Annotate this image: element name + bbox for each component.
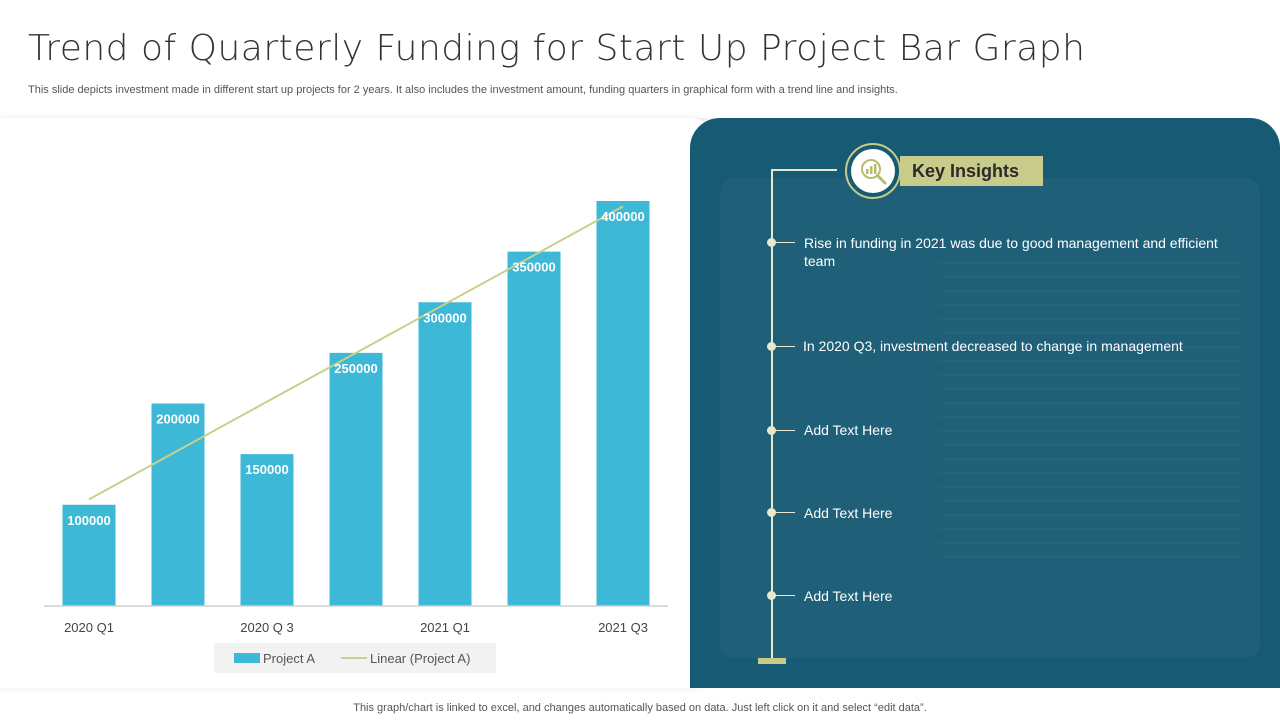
x-tick-label: 2021 Q1 [420, 620, 470, 635]
x-tick-label: 2021 Q3 [598, 620, 648, 635]
legend-swatch-bar [234, 653, 260, 663]
data-label: 100000 [67, 513, 110, 528]
data-label: 150000 [245, 462, 288, 477]
insight-dot [767, 591, 776, 600]
x-tick-label: 2020 Q 3 [240, 620, 294, 635]
bar-7 [596, 201, 650, 606]
timeline-base [758, 658, 786, 664]
bar-5 [418, 302, 472, 606]
legend-label-project-a: Project A [263, 651, 315, 666]
data-label: 400000 [601, 209, 644, 224]
insight-dot [767, 426, 776, 435]
page-subtitle: This slide depicts investment made in di… [28, 84, 898, 96]
page-title: Trend of Quarterly Funding for Start Up … [28, 28, 1086, 69]
insight-dot [767, 508, 776, 517]
data-label: 200000 [156, 412, 199, 427]
insight-tick [775, 242, 795, 243]
insight-item-1: Rise in funding in 2021 was due to good … [804, 235, 1218, 269]
bar-4 [329, 352, 383, 606]
insights-timeline [771, 170, 773, 660]
data-label: 250000 [334, 361, 377, 376]
insight-tick [775, 430, 795, 431]
insight-dot [767, 342, 776, 351]
data-label: 300000 [423, 310, 466, 325]
chart-magnifier-icon [851, 149, 895, 193]
footer-note: This graph/chart is linked to excel, and… [353, 702, 927, 714]
insight-tick [775, 595, 795, 596]
insight-item-5[interactable]: Add Text Here [804, 588, 893, 604]
insight-item-3[interactable]: Add Text Here [804, 422, 893, 438]
bar-3 [240, 454, 294, 606]
insight-item-4[interactable]: Add Text Here [804, 505, 893, 521]
insight-tick [775, 512, 795, 513]
trend-line [88, 205, 624, 501]
bar-chart[interactable]: 100000 200000 150000 250000 300000 350000 4000… [0, 118, 720, 688]
insight-item-2: In 2020 Q3, investment decreased to chan… [803, 338, 1183, 354]
key-insights-title: Key Insights [900, 156, 1043, 186]
bar-1 [62, 504, 116, 606]
legend-label-linear: Linear (Project A) [370, 651, 470, 666]
bar-6 [507, 251, 561, 606]
bar-2 [151, 403, 205, 606]
x-tick-label: 2020 Q1 [64, 620, 114, 635]
panel-background-pattern [940, 258, 1240, 558]
timeline-connector [771, 169, 837, 171]
data-label: 350000 [512, 260, 555, 275]
insight-tick [775, 346, 795, 347]
insight-dot [767, 238, 776, 247]
insights-panel [690, 118, 1280, 688]
